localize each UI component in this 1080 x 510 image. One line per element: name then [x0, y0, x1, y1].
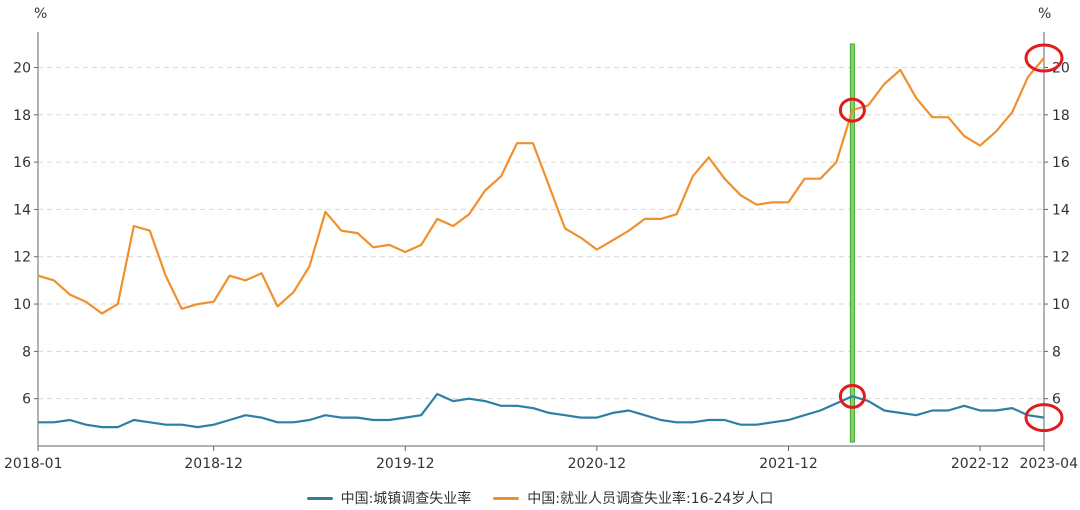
legend-item-urban: 中国:城镇调查失业率	[306, 488, 472, 508]
legend-label-urban: 中国:城镇调查失业率	[340, 491, 472, 507]
x-tick-label-2018-01: 2018-01	[4, 456, 63, 472]
legend-item-youth: 中国:就业人员调查失业率:16-24岁人口	[493, 488, 773, 508]
y-left-tick-label-20: 20	[13, 60, 31, 76]
y-right-tick-label-6: 6	[1052, 392, 1061, 408]
y-left-tick-label-16: 16	[13, 155, 31, 171]
legend-label-youth: 中国:就业人员调查失业率:16-24岁人口	[527, 491, 774, 507]
series-line-1	[38, 392, 1045, 429]
y-right-tick-label-18: 18	[1052, 108, 1070, 124]
legend-swatch-urban	[306, 496, 333, 500]
circle-youth-2022-04	[838, 97, 866, 123]
y-right-tick-label-14: 14	[1052, 202, 1070, 218]
y-left-tick-label-12: 12	[13, 250, 31, 266]
y-right-tick-label-12: 12	[1052, 250, 1070, 266]
y-axis-left-unit: %	[34, 6, 47, 22]
y-left-tick-label-8: 8	[22, 344, 31, 360]
x-tick-label-2019-12: 2019-12	[376, 456, 435, 472]
grid-lines	[38, 66, 1044, 400]
y-right-tick-label-16: 16	[1052, 155, 1070, 171]
y-axis-right-unit: %	[1038, 6, 1051, 22]
y-left-tick-label-10: 10	[13, 297, 31, 313]
circle-urban-2023-04	[1024, 403, 1064, 433]
legend-swatch-youth	[493, 496, 520, 500]
y-left-tick-label-6: 6	[22, 392, 31, 408]
y-right-tick-label-8: 8	[1052, 344, 1061, 360]
x-tick-label-2022-12: 2022-12	[951, 456, 1010, 472]
x-tick-label-2018-12: 2018-12	[184, 456, 243, 472]
y-right-tick-label-10: 10	[1052, 297, 1070, 313]
axes	[37, 32, 1045, 447]
x-tick-label-2023-04: 2023-04	[1020, 456, 1079, 472]
x-axis-ticks: 2018-01 2018-12 2019-12 2020-12 2021-12 2022-…	[4, 446, 1078, 472]
legend: 中国:城镇调查失业率 中国:就业人员调查失业率:16-24岁人口	[0, 486, 1080, 510]
x-tick-label-2021-12: 2021-12	[759, 456, 818, 472]
x-tick-label-2020-12: 2020-12	[568, 456, 627, 472]
circle-urban-2022-04	[838, 383, 866, 409]
y-axis-right-ticks: 6 8 10 12 14 16 18 20	[1044, 60, 1070, 408]
highlight-bar-rect	[849, 43, 855, 443]
y-right-tick-label-20: 20	[1052, 60, 1070, 76]
y-left-tick-label-14: 14	[13, 202, 31, 218]
series-line-2	[37, 57, 1045, 315]
highlight-bar	[849, 43, 855, 443]
series-lines	[37, 57, 1045, 429]
circle-youth-2023-04	[1024, 43, 1064, 73]
annotation-circles	[838, 43, 1064, 433]
y-axis-left-ticks: 6 8 10 12 14 16 18 20	[13, 60, 38, 408]
y-left-tick-label-18: 18	[13, 108, 31, 124]
